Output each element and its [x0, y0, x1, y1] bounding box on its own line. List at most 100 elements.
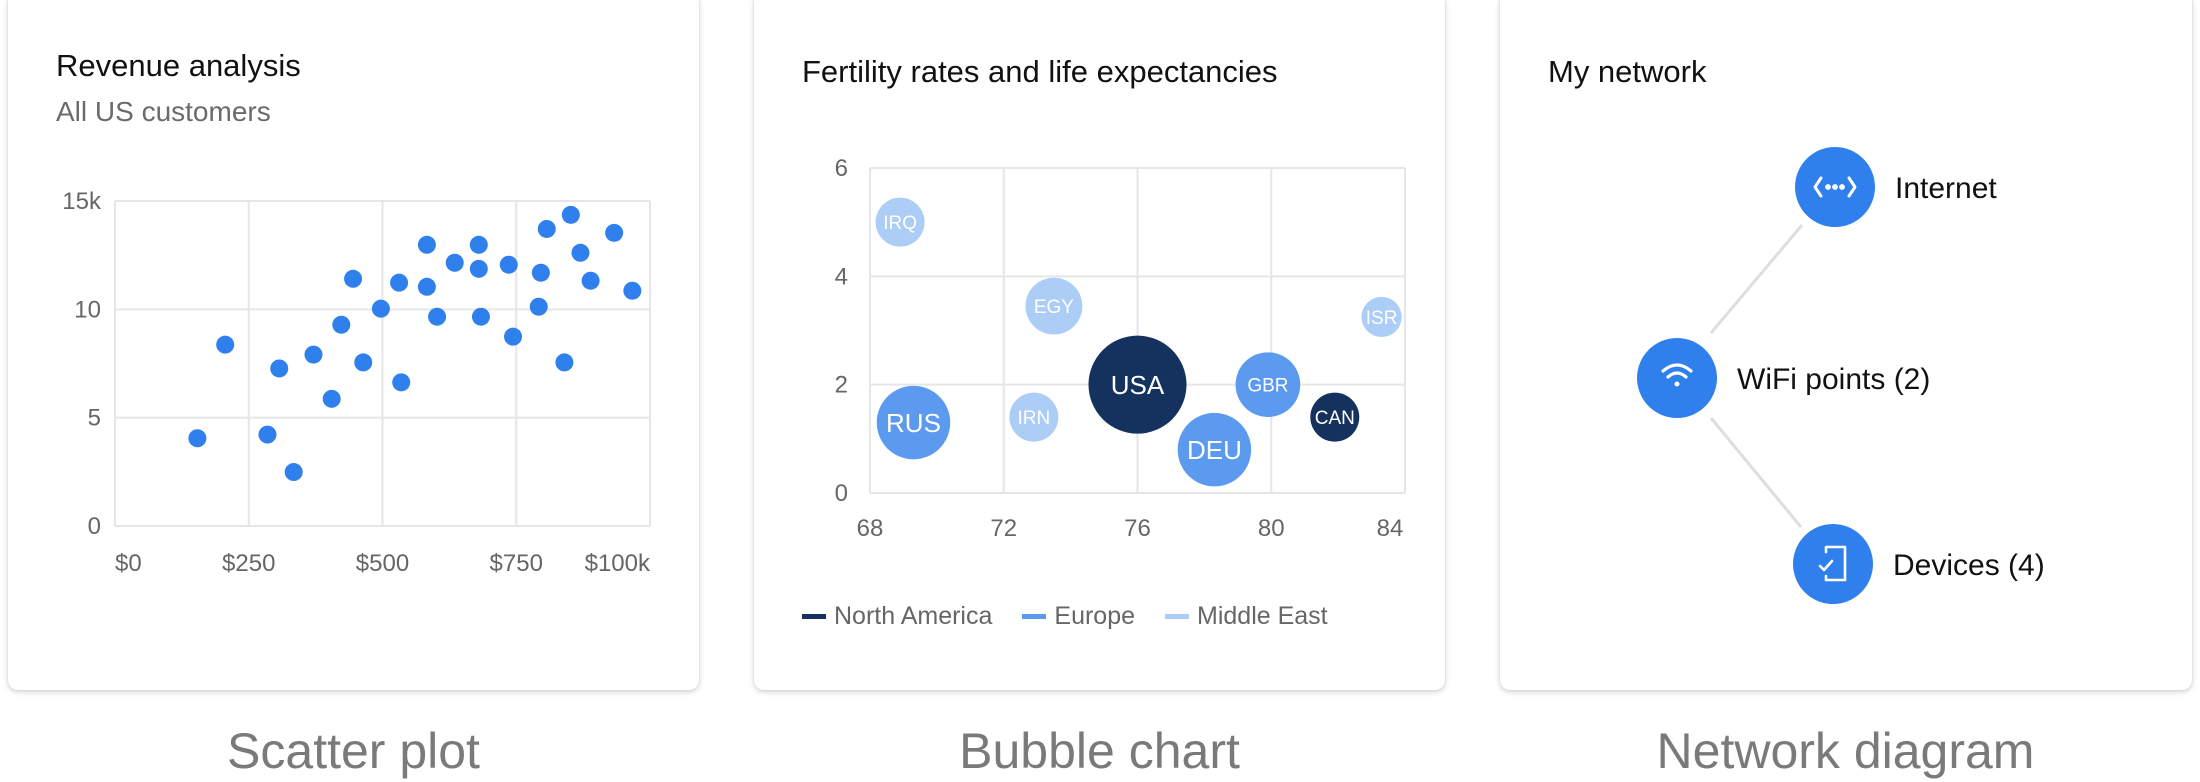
caption-network: Network diagram — [1656, 723, 2035, 779]
scatter-point — [529, 297, 548, 316]
x-tick-label: $750 — [490, 550, 543, 577]
node-internet[interactable]: Internet — [1795, 147, 1997, 227]
bubble-irn — [1009, 392, 1059, 442]
scatter-point — [581, 271, 600, 290]
scatter-point — [561, 205, 580, 224]
scatter-point — [499, 255, 518, 274]
y-tick-label: 2 — [835, 372, 848, 399]
scatter-point — [469, 259, 488, 278]
bubble-label: ISR — [1366, 308, 1398, 329]
y-tick-label: 10 — [74, 296, 101, 323]
y-tick-label: 0 — [88, 513, 101, 540]
bubble-legend: North America Europe Middle East — [802, 602, 1328, 631]
scatter-point — [571, 243, 590, 262]
scatter-point — [304, 345, 323, 364]
scatter-point — [623, 281, 642, 300]
x-tick-label: $100k — [585, 550, 651, 577]
scatter-point — [417, 235, 436, 254]
bubble-rus — [876, 385, 951, 460]
node-devices[interactable]: Devices (4) — [1793, 524, 2045, 604]
x-tick-label: $0 — [115, 550, 142, 577]
legend-label: North America — [834, 602, 993, 630]
y-tick-label: 5 — [88, 405, 101, 432]
scatter-point — [371, 299, 390, 318]
y-tick-label: 0 — [835, 480, 848, 507]
scatter-point — [555, 353, 574, 372]
caption-bubble: Bubble chart — [959, 723, 1240, 779]
edge-wifi-devices — [1709, 417, 1803, 528]
scatter-title: Revenue analysis — [56, 48, 301, 83]
scatter-point — [471, 307, 490, 326]
scatter-point — [188, 429, 207, 448]
legend-label: Europe — [1054, 602, 1136, 630]
scatter-plot: $0 $250 $500 $750 $100k 0 5 10 15k — [62, 188, 651, 577]
bubble-card: Fertility rates and life expectancies 68… — [754, 0, 1445, 690]
bubble-isr — [1361, 296, 1402, 338]
y-tick-label: 4 — [835, 263, 848, 290]
x-tick-label: 84 — [1377, 515, 1404, 542]
scatter-point — [284, 463, 303, 482]
scatter-point — [417, 277, 436, 296]
legend-label: Middle East — [1197, 602, 1328, 630]
bubble-label: CAN — [1315, 408, 1355, 429]
scatter-point — [216, 335, 235, 354]
y-tick-label: 6 — [835, 155, 848, 182]
scatter-point — [344, 269, 363, 288]
bubble-egy — [1025, 277, 1083, 335]
bubble-label: EGY — [1034, 297, 1074, 318]
x-tick-label: 76 — [1124, 515, 1151, 542]
internet-code-icon — [1813, 176, 1857, 198]
legend-swatch — [802, 614, 826, 619]
bubble-plot: 68 72 76 80 84 0 2 4 6 USA CAN RUS DEU GBR IRQ EGY IRN IS… — [835, 155, 1406, 542]
scatter-point — [354, 353, 373, 372]
scatter-point — [531, 263, 550, 282]
bubble-label: IRN — [1017, 408, 1050, 429]
network-title: My network — [1548, 54, 1707, 89]
scatter-point — [258, 425, 277, 444]
legend-swatch — [1165, 614, 1190, 619]
scatter-point — [504, 327, 523, 346]
legend-swatch — [1022, 614, 1047, 619]
wifi-icon — [1661, 363, 1693, 387]
legend-item-europe[interactable]: Europe — [1022, 602, 1135, 631]
node-label: Internet — [1895, 172, 1997, 205]
scatter-point — [270, 359, 289, 378]
node-label: Devices (4) — [1893, 549, 2045, 582]
bubble-can — [1310, 392, 1360, 442]
scatter-subtitle: All US customers — [56, 96, 271, 127]
bubble-label: DEU — [1187, 435, 1242, 465]
y-tick-label: 15k — [62, 188, 102, 215]
bubble-gbr — [1235, 352, 1301, 418]
node-wifi[interactable]: WiFi points (2) — [1637, 338, 1930, 418]
bubble-label: RUS — [886, 408, 941, 438]
bubble-usa — [1088, 335, 1187, 434]
bubble-label: USA — [1111, 370, 1165, 400]
node-label: WiFi points (2) — [1737, 363, 1930, 396]
scatter-point — [445, 253, 464, 272]
bubble-deu — [1177, 412, 1252, 487]
legend-item-middle-east[interactable]: Middle East — [1165, 602, 1328, 631]
bubble-label: GBR — [1247, 376, 1288, 397]
bubble-irq — [875, 197, 925, 247]
scatter-point — [537, 219, 556, 238]
scatter-point — [605, 223, 624, 242]
phone-check-icon — [1818, 545, 1847, 582]
bubble-label: IRQ — [883, 213, 917, 234]
x-tick-label: 72 — [990, 515, 1017, 542]
x-tick-label: $250 — [222, 550, 275, 577]
scatter-point — [428, 307, 447, 326]
network-card: My network Internet WiFi points (2) — [1500, 0, 2192, 690]
scatter-point — [390, 273, 409, 292]
legend-item-north-america[interactable]: North America — [802, 602, 992, 631]
scatter-point — [332, 315, 351, 334]
scatter-point — [469, 235, 488, 254]
network-diagram: Internet WiFi points (2) Devices (4) — [1637, 147, 2045, 604]
x-tick-label: 68 — [857, 515, 884, 542]
scatter-point — [322, 389, 341, 408]
x-tick-label: 80 — [1258, 515, 1285, 542]
scatter-card: Revenue analysis All US customers $0 $250… — [8, 0, 699, 690]
edge-wifi-internet — [1709, 224, 1804, 334]
bubble-title: Fertility rates and life expectancies — [802, 54, 1278, 89]
x-tick-label: $500 — [356, 550, 409, 577]
caption-scatter: Scatter plot — [227, 723, 480, 779]
